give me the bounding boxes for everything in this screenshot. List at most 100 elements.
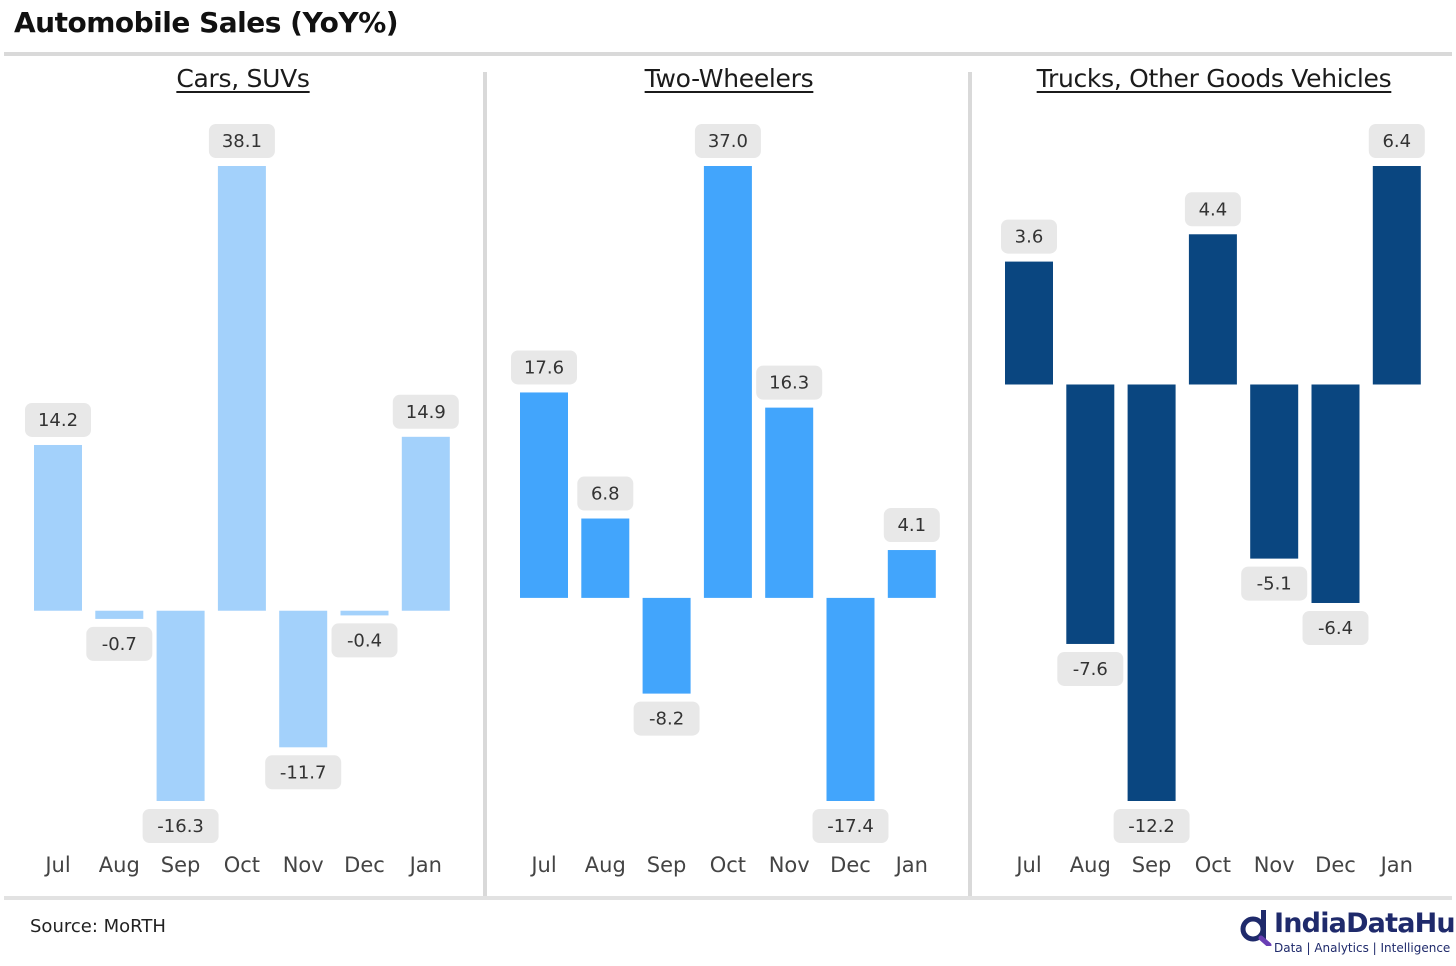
bar-jan (887, 550, 936, 598)
data-label-pill (265, 755, 342, 790)
x-tick-label: Nov (1254, 853, 1295, 877)
x-tick-label: Dec (1315, 853, 1356, 877)
x-tick-label: Dec (344, 853, 385, 877)
data-label-pill (142, 809, 219, 843)
panel-divider (483, 72, 487, 898)
data-label: 14.9 (406, 402, 446, 423)
bar-chart-svg: 3.6 Jul -7.6 Aug -12.2 Sep 4.4 Oct -5.1 Nov -6.4 De… (1001, 124, 1425, 877)
brand-tagline: Data | Analytics | Intelligence (1274, 941, 1451, 955)
data-label: 38.1 (222, 131, 262, 152)
data-label: -0.7 (102, 634, 137, 655)
bar-jul (520, 392, 568, 598)
data-label-pill (392, 394, 459, 429)
data-label-pill (25, 402, 91, 437)
bar-jul (1005, 261, 1053, 385)
brand-logo: IndiaDataHub Data | Analytics | Intellig… (1240, 906, 1456, 960)
x-tick-label: Oct (1195, 853, 1231, 877)
bar-nov (1250, 384, 1299, 559)
data-label-pill (331, 623, 398, 658)
data-label-pill (511, 350, 577, 385)
bar-dec (1311, 384, 1360, 603)
bar-jan (1372, 166, 1421, 385)
data-label: 4.4 (1199, 199, 1228, 220)
bar-chart-svg: 14.2 Jul -0.7 Aug -16.3 Sep 38.1 Oct -11.7 Nov -0.… (25, 124, 459, 877)
x-tick-label: Oct (710, 853, 746, 877)
data-label-pill (86, 626, 153, 661)
data-label: -6.4 (1318, 618, 1353, 639)
panel-title: Two-Wheelers (644, 64, 814, 93)
panel-two-wheelers: Two-Wheelers 17.6 Jul 6.8 Aug -8.2 Sep 37.0 Oct… (490, 56, 968, 896)
data-label-pill (1113, 809, 1190, 843)
x-tick-label: Sep (1132, 853, 1172, 877)
data-label: -17.4 (827, 816, 874, 837)
data-label: 14.2 (38, 410, 78, 431)
brand-name: IndiaDataHub (1274, 908, 1456, 939)
x-tick-label: Jan (408, 853, 442, 877)
x-tick-label: Jul (529, 853, 556, 877)
x-tick-label: Nov (769, 853, 810, 877)
bar-chart-svg: 17.6 Jul 6.8 Aug -8.2 Sep 37.0 Oct 16.3 Nov -17.4 D… (511, 124, 940, 877)
data-label-pill (633, 701, 700, 736)
data-label: 37.0 (708, 131, 748, 152)
x-tick-label: Nov (283, 853, 324, 877)
data-label-pill (694, 124, 761, 158)
data-label: 3.6 (1015, 227, 1044, 248)
bar-jul (34, 444, 82, 611)
source-note: Source: MoRTH (30, 916, 166, 937)
magnifier-logo-icon (1240, 910, 1272, 946)
x-tick-label: Jan (1379, 853, 1413, 877)
x-tick-label: Jul (43, 853, 70, 877)
bar-jan (401, 436, 450, 611)
data-label-pill (1241, 566, 1308, 601)
data-label: 6.4 (1382, 131, 1411, 152)
x-tick-label: Sep (161, 853, 201, 877)
bar-nov (765, 407, 814, 598)
bar-aug (95, 610, 144, 619)
chart-title: Automobile Sales (YoY%) (14, 6, 399, 39)
bar-oct (703, 166, 752, 598)
x-tick-label: Aug (585, 853, 626, 877)
header-rule (4, 52, 1452, 56)
data-label: -5.1 (1257, 574, 1292, 595)
x-tick-label: Dec (830, 853, 871, 877)
data-label-pill (1302, 610, 1369, 645)
x-tick-label: Aug (1070, 853, 1111, 877)
data-label: -7.6 (1073, 659, 1108, 680)
data-label: 16.3 (769, 373, 809, 394)
x-tick-label: Sep (647, 853, 687, 877)
panel-trucks-goods-vehicles: Trucks, Other Goods Vehicles 3.6 Jul -7.6 A… (975, 56, 1453, 896)
panel-cars-suvs: Cars, SUVs 14.2 Jul -0.7 Aug -16.3 Sep 38.1 Oct… (4, 56, 482, 896)
data-label-pill (883, 508, 940, 543)
bar-aug (581, 518, 630, 598)
data-label-pill (208, 124, 275, 158)
panel-title: Trucks, Other Goods Vehicles (1036, 64, 1392, 93)
data-label: -8.2 (649, 709, 684, 730)
footer-rule (4, 896, 1452, 900)
data-label-pill (756, 365, 823, 400)
bar-nov (279, 610, 328, 748)
data-label: -0.4 (347, 630, 382, 651)
panel-divider (968, 72, 972, 898)
data-label-pill (577, 476, 634, 511)
data-label: -11.7 (280, 762, 327, 783)
data-label: 17.6 (524, 357, 564, 378)
data-label: -12.2 (1128, 816, 1175, 837)
bar-dec (340, 610, 389, 616)
data-label-pill (1057, 651, 1124, 686)
bar-sep (1127, 384, 1176, 801)
data-label-pill (1001, 219, 1057, 254)
data-label-pill (1368, 124, 1425, 158)
data-label: 6.8 (591, 484, 620, 505)
data-label-pill (1184, 192, 1241, 227)
data-label-pill (812, 809, 889, 843)
x-tick-label: Aug (99, 853, 140, 877)
bar-oct (217, 166, 266, 611)
bar-dec (826, 597, 875, 801)
bar-sep (156, 610, 205, 801)
x-tick-label: Oct (224, 853, 260, 877)
bar-aug (1066, 384, 1115, 644)
x-tick-label: Jul (1014, 853, 1041, 877)
panel-title: Cars, SUVs (176, 64, 310, 93)
bar-oct (1188, 234, 1237, 385)
data-label: -16.3 (157, 816, 204, 837)
